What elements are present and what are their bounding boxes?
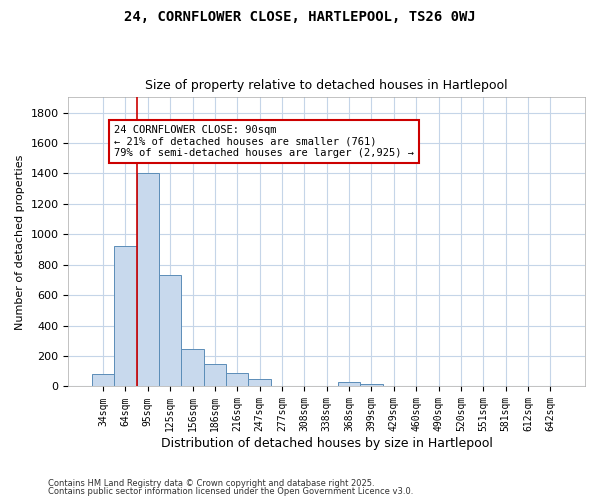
Bar — [159, 276, 181, 386]
Text: Contains public sector information licensed under the Open Government Licence v3: Contains public sector information licen… — [48, 487, 413, 496]
Bar — [338, 382, 360, 386]
Bar — [248, 378, 271, 386]
Bar — [360, 384, 383, 386]
Y-axis label: Number of detached properties: Number of detached properties — [15, 154, 25, 330]
Text: 24 CORNFLOWER CLOSE: 90sqm
← 21% of detached houses are smaller (761)
79% of sem: 24 CORNFLOWER CLOSE: 90sqm ← 21% of deta… — [114, 124, 414, 158]
X-axis label: Distribution of detached houses by size in Hartlepool: Distribution of detached houses by size … — [161, 437, 493, 450]
Text: Contains HM Land Registry data © Crown copyright and database right 2025.: Contains HM Land Registry data © Crown c… — [48, 478, 374, 488]
Bar — [226, 373, 248, 386]
Bar — [137, 174, 159, 386]
Text: 24, CORNFLOWER CLOSE, HARTLEPOOL, TS26 0WJ: 24, CORNFLOWER CLOSE, HARTLEPOOL, TS26 0… — [124, 10, 476, 24]
Bar — [181, 349, 204, 387]
Bar — [92, 374, 114, 386]
Bar — [114, 246, 137, 386]
Bar — [204, 364, 226, 386]
Title: Size of property relative to detached houses in Hartlepool: Size of property relative to detached ho… — [145, 79, 508, 92]
